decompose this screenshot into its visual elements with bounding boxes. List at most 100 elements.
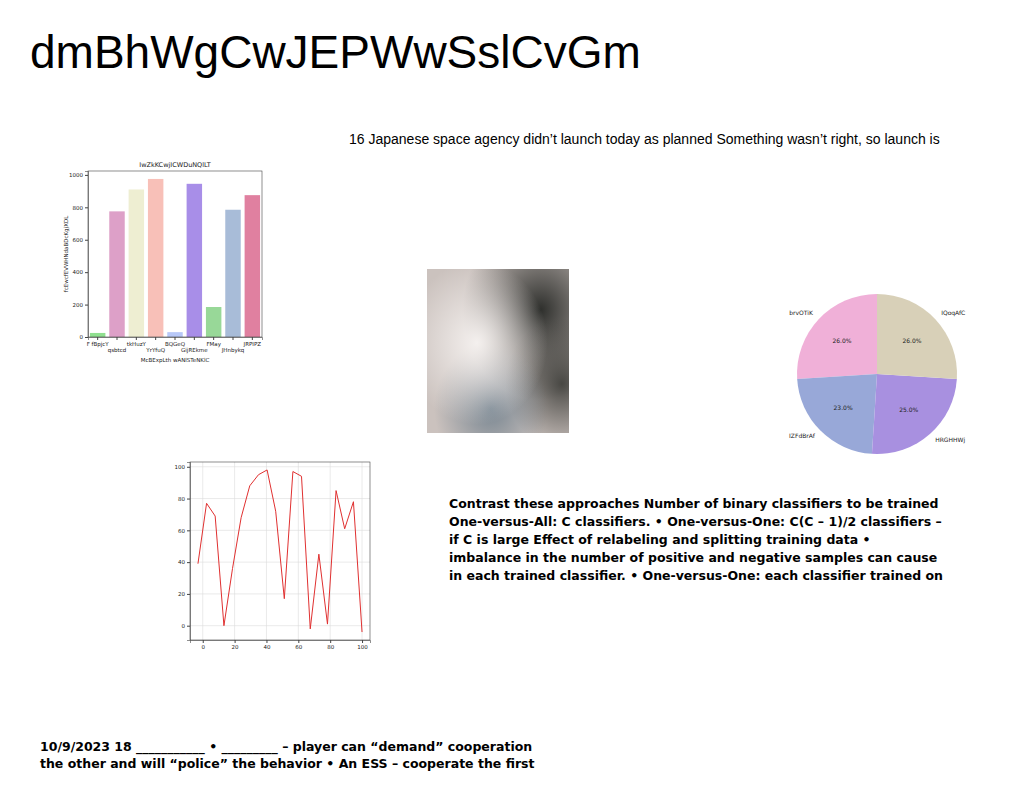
axis-line [187,463,191,641]
tick-mark [213,337,214,340]
tick-mark [155,337,156,340]
page: dmBhWgCwJEPWwSslCvGm 16 Japanese space ag… [0,0,1024,788]
tick-label: 200 [73,302,84,308]
paragraph-line: if C is large Effect of relabeling and s… [449,532,871,547]
bar [225,210,240,337]
tick-label: JHnbykq [221,347,245,354]
tick: 400 [73,269,89,275]
tick-mark [235,640,236,643]
tick: 0 [201,640,205,650]
y-axis-title: fcEwcfEVWHNdaBDcKgjXDL [63,215,70,292]
tick-mark [85,272,88,273]
tick: 100 [357,640,368,650]
tick-label: 0 [201,644,205,650]
tick-label: 80 [178,496,185,502]
bar [129,189,144,337]
tick-mark [266,640,267,643]
tick: 80 [178,496,190,502]
footer-line: 10/9/2023 18 ___________ • _________ – p… [40,739,532,755]
photo-layer [427,269,569,433]
tick-mark [362,640,363,643]
tick-mark [85,240,88,241]
tick-label: tkHuzY [127,341,147,347]
lines [198,470,362,632]
slice [797,294,877,379]
paragraph-line: imbalance in the number of positive and … [449,550,937,565]
tick-label: 20 [232,644,239,650]
tick: tkHuzY [127,337,147,347]
slice-label: brvOTiK [789,309,814,316]
page-title: dmBhWgCwJEPWwSslCvGm [30,26,641,78]
slice-label: IQoqAfC [941,309,965,317]
tick: GijREkme [181,337,208,354]
tick-label: 0 [182,623,186,629]
slice [877,294,957,379]
axis-line [191,641,371,644]
tick: 100 [175,464,191,470]
tick: 1000 [69,172,88,178]
grid-line [362,462,363,640]
bar [206,307,221,337]
y-axis: 0 200 400 600 800 1000 [69,172,89,341]
slice [797,374,877,454]
tick-label: GijREkme [181,347,208,354]
data-label: 26.0% [832,337,851,344]
grid-line [190,498,370,499]
tick-mark [187,467,190,468]
tick-mark [117,337,118,340]
tick-mark [85,175,88,176]
grid-line [202,462,203,640]
axis-line [89,338,263,341]
tick-mark [194,337,195,340]
tick-mark [187,594,190,595]
tick-label: 0 [80,334,84,340]
tick-label: qsbtcd [108,347,127,354]
tick: 0 [182,623,191,629]
line-chart: 020406080100020406080100 [175,462,371,650]
page-canvas: dmBhWgCwJEPWwSslCvGm 16 Japanese space ag… [0,0,1024,788]
paragraph-line: in each trained classifier. • One-versus… [449,568,943,583]
tick-label: YrYfuQ [145,347,165,353]
grid-line [190,466,370,467]
tick-mark [136,337,137,340]
tick-label: 600 [73,237,84,243]
tick: 60 [178,528,190,534]
tick: qsbtcd [108,337,127,354]
tick: JHnbykq [221,337,245,354]
tick-label: 100 [175,464,186,470]
pie-chart: brvOTiK26.0%IZFdBrAf23.0%HRGHHWj25.0%IQo… [789,294,965,454]
slice-label: IZFdBrAf [789,432,816,439]
tick: 200 [73,302,89,308]
tick-mark [85,207,88,208]
chart-title: IwZkKCwjICWDuNQlLT [139,161,211,169]
tick-mark [252,337,253,340]
caption: 16 Japanese space agency didn’t launch t… [349,131,940,147]
grid [190,462,370,640]
tick-label: 800 [73,205,84,211]
tick-label: 20 [178,591,185,597]
grid-line [266,462,267,640]
grid-line [330,462,331,640]
bars [90,179,260,337]
tick: 40 [263,640,270,650]
grid-line [234,462,235,640]
grid-line [190,530,370,531]
x-axis-title: McBExpLth wANlSTeNKlC [141,357,210,364]
tick-label: 40 [263,644,270,650]
y-axis: 020406080100 [175,463,191,641]
tick-mark [85,305,88,306]
tick: 60 [295,640,302,650]
paragraph-line: Contrast these approaches Number of bina… [449,496,939,511]
grid-line [190,562,370,563]
bar [109,211,124,337]
slice-label: HRGHHWj [935,436,965,444]
tick: 20 [232,640,239,650]
data-label: 26.0% [902,337,921,344]
tick-mark [298,640,299,643]
tick: FMay [206,337,221,348]
grid-line [298,462,299,640]
tick-mark [203,640,204,643]
bar-chart: 02004006008001000F fBpjcYqsbtcdtkHuzYYrY… [63,161,263,364]
tick: 0 [80,334,89,340]
paragraph-line: One-versus-All: C classifiers. • One-ver… [449,514,942,529]
